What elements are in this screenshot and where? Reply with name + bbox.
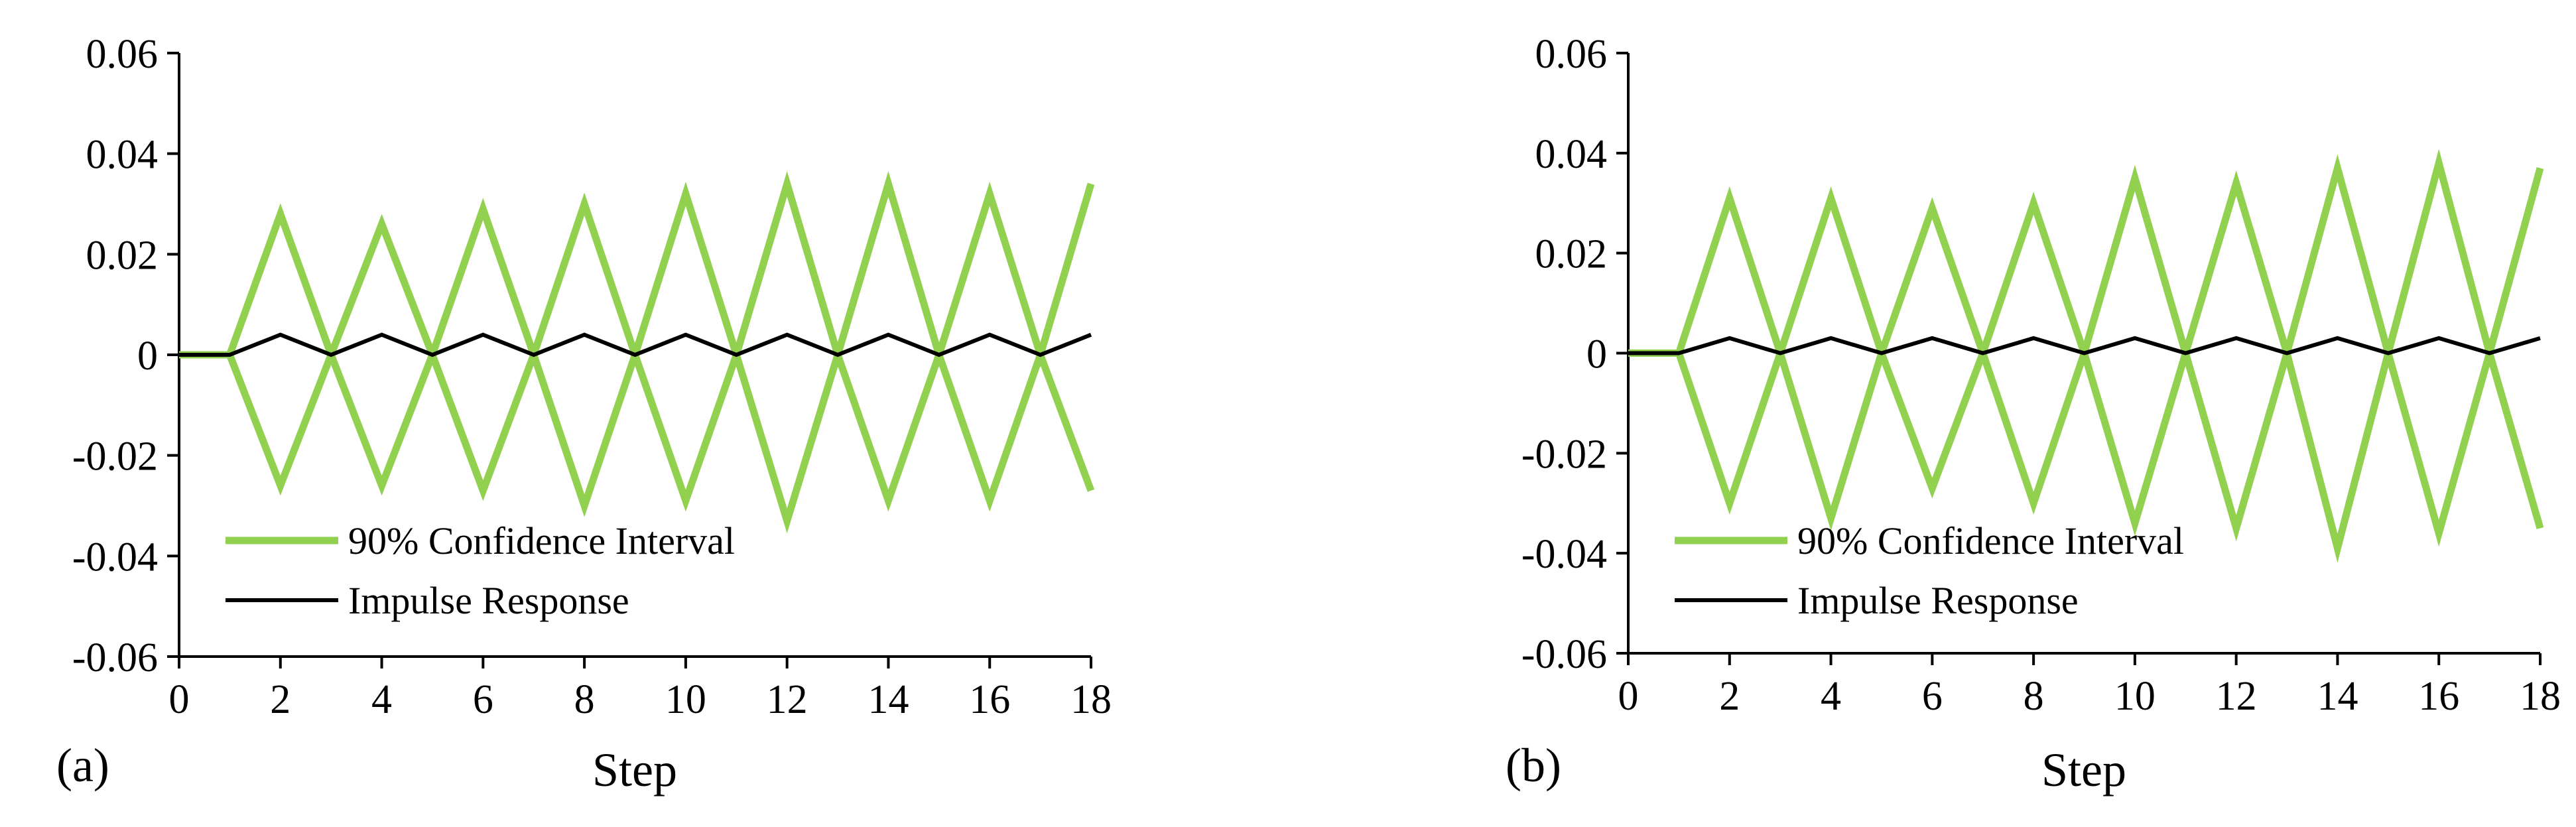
x-tick-label: 10: [665, 677, 706, 722]
impulse-response-line: [1628, 336, 2541, 355]
panel-label: (b): [1506, 739, 1561, 792]
chart-panel-b: 0.060.040.020-0.02-0.04-0.060 2 4 6 8 10 12 14 1…: [1506, 32, 2561, 796]
x-tick-label: 18: [2520, 674, 2561, 719]
y-tick-label: 0.04: [1535, 132, 1608, 177]
y-tick-label: -0.04: [72, 535, 158, 580]
legend-label-ci: 90% Confidence Interval: [348, 519, 735, 562]
legend: 90% Confidence Interval Impulse Response: [1675, 519, 2184, 622]
x-tick-label: 14: [868, 677, 909, 722]
x-tick-label: 18: [1070, 677, 1112, 722]
x-axis-title: Step: [2041, 743, 2126, 796]
panel-label: (a): [56, 739, 109, 792]
x-tick-label: 12: [2216, 674, 2257, 719]
x-tick-label: 8: [574, 677, 595, 722]
legend-label-impulse: Impulse Response: [1797, 579, 2079, 622]
y-tick-label: 0.04: [86, 133, 159, 178]
x-tick-label: 0: [169, 677, 190, 722]
x-tick-label: 6: [473, 677, 493, 722]
chart-panel-a: 0.060.040.020-0.02-0.04-0.060 2 4 6 8 10 12 14 1…: [56, 32, 1112, 796]
x-tick-label: 10: [2114, 674, 2156, 719]
y-tick-label: 0: [1586, 332, 1607, 377]
legend-label-ci: 90% Confidence Interval: [1797, 519, 2184, 562]
impulse-response-line: [179, 332, 1092, 357]
x-tick-label: 14: [2317, 674, 2358, 719]
y-tick-label: 0.02: [86, 233, 159, 278]
y-tick-label: -0.06: [1521, 632, 1607, 677]
y-tick-label: -0.02: [1521, 432, 1607, 477]
x-tick-label: 12: [767, 677, 808, 722]
x-tick-label: 8: [2024, 674, 2044, 719]
x-tick-label: 2: [270, 677, 290, 722]
ci-line-lower: [179, 343, 1095, 534]
x-tick-label: 4: [371, 677, 392, 722]
x-tick-label: 4: [1821, 674, 1841, 719]
y-tick-label: 0.06: [86, 32, 159, 77]
y-tick-label: -0.06: [72, 635, 158, 680]
x-tick-label: 16: [969, 677, 1010, 722]
x-axis-title: Step: [592, 743, 677, 796]
legend-label-impulse: Impulse Response: [348, 579, 629, 622]
x-tick-label: 6: [1922, 674, 1943, 719]
x-tick-label: 2: [1719, 674, 1740, 719]
y-tick-label: 0.06: [1535, 32, 1608, 77]
ci-line-upper: [1628, 149, 2544, 367]
x-tick-label: 16: [2418, 674, 2459, 719]
y-tick-label: -0.04: [1521, 532, 1607, 577]
y-tick-label: -0.02: [72, 434, 158, 479]
legend: 90% Confidence Interval Impulse Response: [225, 519, 735, 622]
x-tick-label: 0: [1618, 674, 1639, 719]
ci-line-upper: [179, 170, 1095, 368]
y-tick-label: 0.02: [1535, 232, 1608, 277]
y-tick-label: 0: [137, 334, 158, 379]
